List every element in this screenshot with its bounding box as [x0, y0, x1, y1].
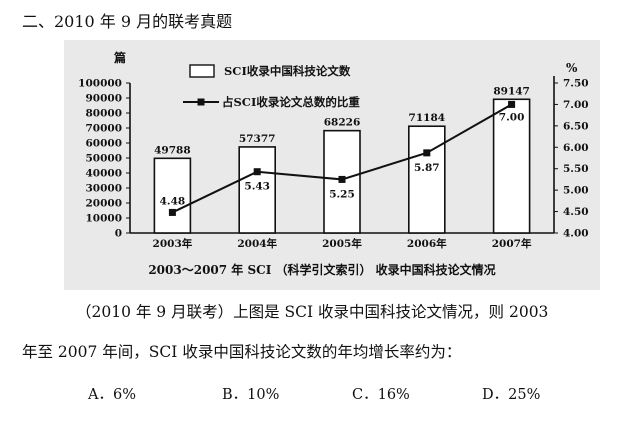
line-value-label: 7.00 — [499, 111, 525, 123]
left-tick-label: 40000 — [85, 168, 122, 180]
left-tick-label: 30000 — [85, 183, 122, 195]
legend-line-label: 占SCI收录论文总数的比重 — [222, 95, 360, 109]
line-value-label: 5.25 — [329, 188, 355, 200]
left-tick-label: 100000 — [78, 78, 122, 90]
left-tick-label: 70000 — [85, 123, 122, 135]
left-tick-label: 50000 — [85, 153, 122, 165]
line-point — [423, 149, 431, 157]
x-tick-label: 2004年 — [237, 237, 277, 250]
bar-value-label: 89147 — [493, 85, 530, 97]
right-tick-label: 4.00 — [563, 228, 589, 240]
option-d[interactable]: D．25% — [482, 387, 541, 403]
bar-2005年 — [323, 129, 361, 234]
right-tick-label: 5.00 — [563, 185, 589, 197]
right-tick-label: 4.50 — [563, 206, 589, 218]
chart-axes: 1000009000080000700006000050000400003000… — [78, 50, 588, 250]
option-c[interactable]: C．16% — [352, 387, 410, 403]
left-tick-label: 60000 — [85, 138, 122, 150]
x-tick-label: 2003年 — [153, 237, 193, 250]
bar-2003年 — [153, 157, 192, 234]
right-tick-label: 6.50 — [563, 120, 589, 132]
option-b[interactable]: B．10% — [222, 387, 280, 403]
left-tick-label: 80000 — [85, 108, 122, 120]
chart-image: 100000 90000 80000 70000 60000 50000 40000 3000… — [64, 40, 600, 290]
bar-value-label: 49788 — [154, 144, 191, 156]
line-value-label: 4.48 — [160, 195, 186, 207]
line-point — [253, 168, 261, 176]
right-unit-label: % — [566, 61, 578, 75]
x-tick-label: 2006年 — [407, 237, 447, 250]
left-unit-label: 篇 — [114, 50, 126, 65]
question-text-line1: （2010 年 9 月联考）上图是 SCI 收录中国科技论文情况，则 2003 — [76, 303, 549, 321]
bar-2007年 — [492, 98, 531, 234]
option-a[interactable]: A．6% — [88, 387, 136, 403]
line-point — [508, 100, 516, 108]
line-value-label: 5.87 — [414, 162, 440, 174]
right-tick-label: 7.50 — [563, 78, 589, 90]
left-tick-label: 10000 — [85, 213, 122, 225]
right-tick-label: 7.00 — [563, 99, 589, 111]
line-point — [168, 208, 176, 216]
sci-chart: 1000009000080000700006000050000400003000… — [78, 50, 588, 277]
right-tick-label: 6.00 — [563, 142, 589, 154]
x-tick-label: 2007年 — [492, 237, 532, 250]
line-series — [168, 100, 516, 216]
x-tick-label: 2005年 — [322, 237, 362, 250]
bar-series — [153, 98, 531, 234]
left-tick-label: 0 — [115, 228, 122, 240]
line-value-label: 5.43 — [244, 181, 270, 193]
question-heading: 二、2010 年 9 月的联考真题 — [22, 12, 233, 31]
left-tick-label: 90000 — [85, 93, 122, 105]
line-point — [338, 175, 346, 183]
chart-labels: 49788 57377 68226 71184 89147 4.48 5.43 5.25 5.8… — [148, 85, 530, 277]
chart-title: 2003～2007 年 SCI （科学引文索引） 收录中国科技论文情况 — [148, 262, 495, 277]
left-tick-label: 20000 — [85, 198, 122, 210]
legend-bar-label: SCI收录中国科技论文数 — [224, 64, 351, 78]
question-text-line2: 年至 2007 年间，SCI 收录中国科技论文数的年均增长率约为： — [22, 343, 462, 361]
right-tick-label: 5.50 — [563, 163, 589, 175]
legend-bar-swatch — [189, 64, 215, 78]
legend-line-marker — [197, 98, 205, 106]
bar-value-label: 57377 — [239, 133, 276, 145]
bar-2006年 — [407, 125, 446, 234]
bar-value-label: 71184 — [409, 112, 446, 124]
bar-2004年 — [238, 146, 276, 234]
bar-value-label: 68226 — [324, 117, 361, 129]
